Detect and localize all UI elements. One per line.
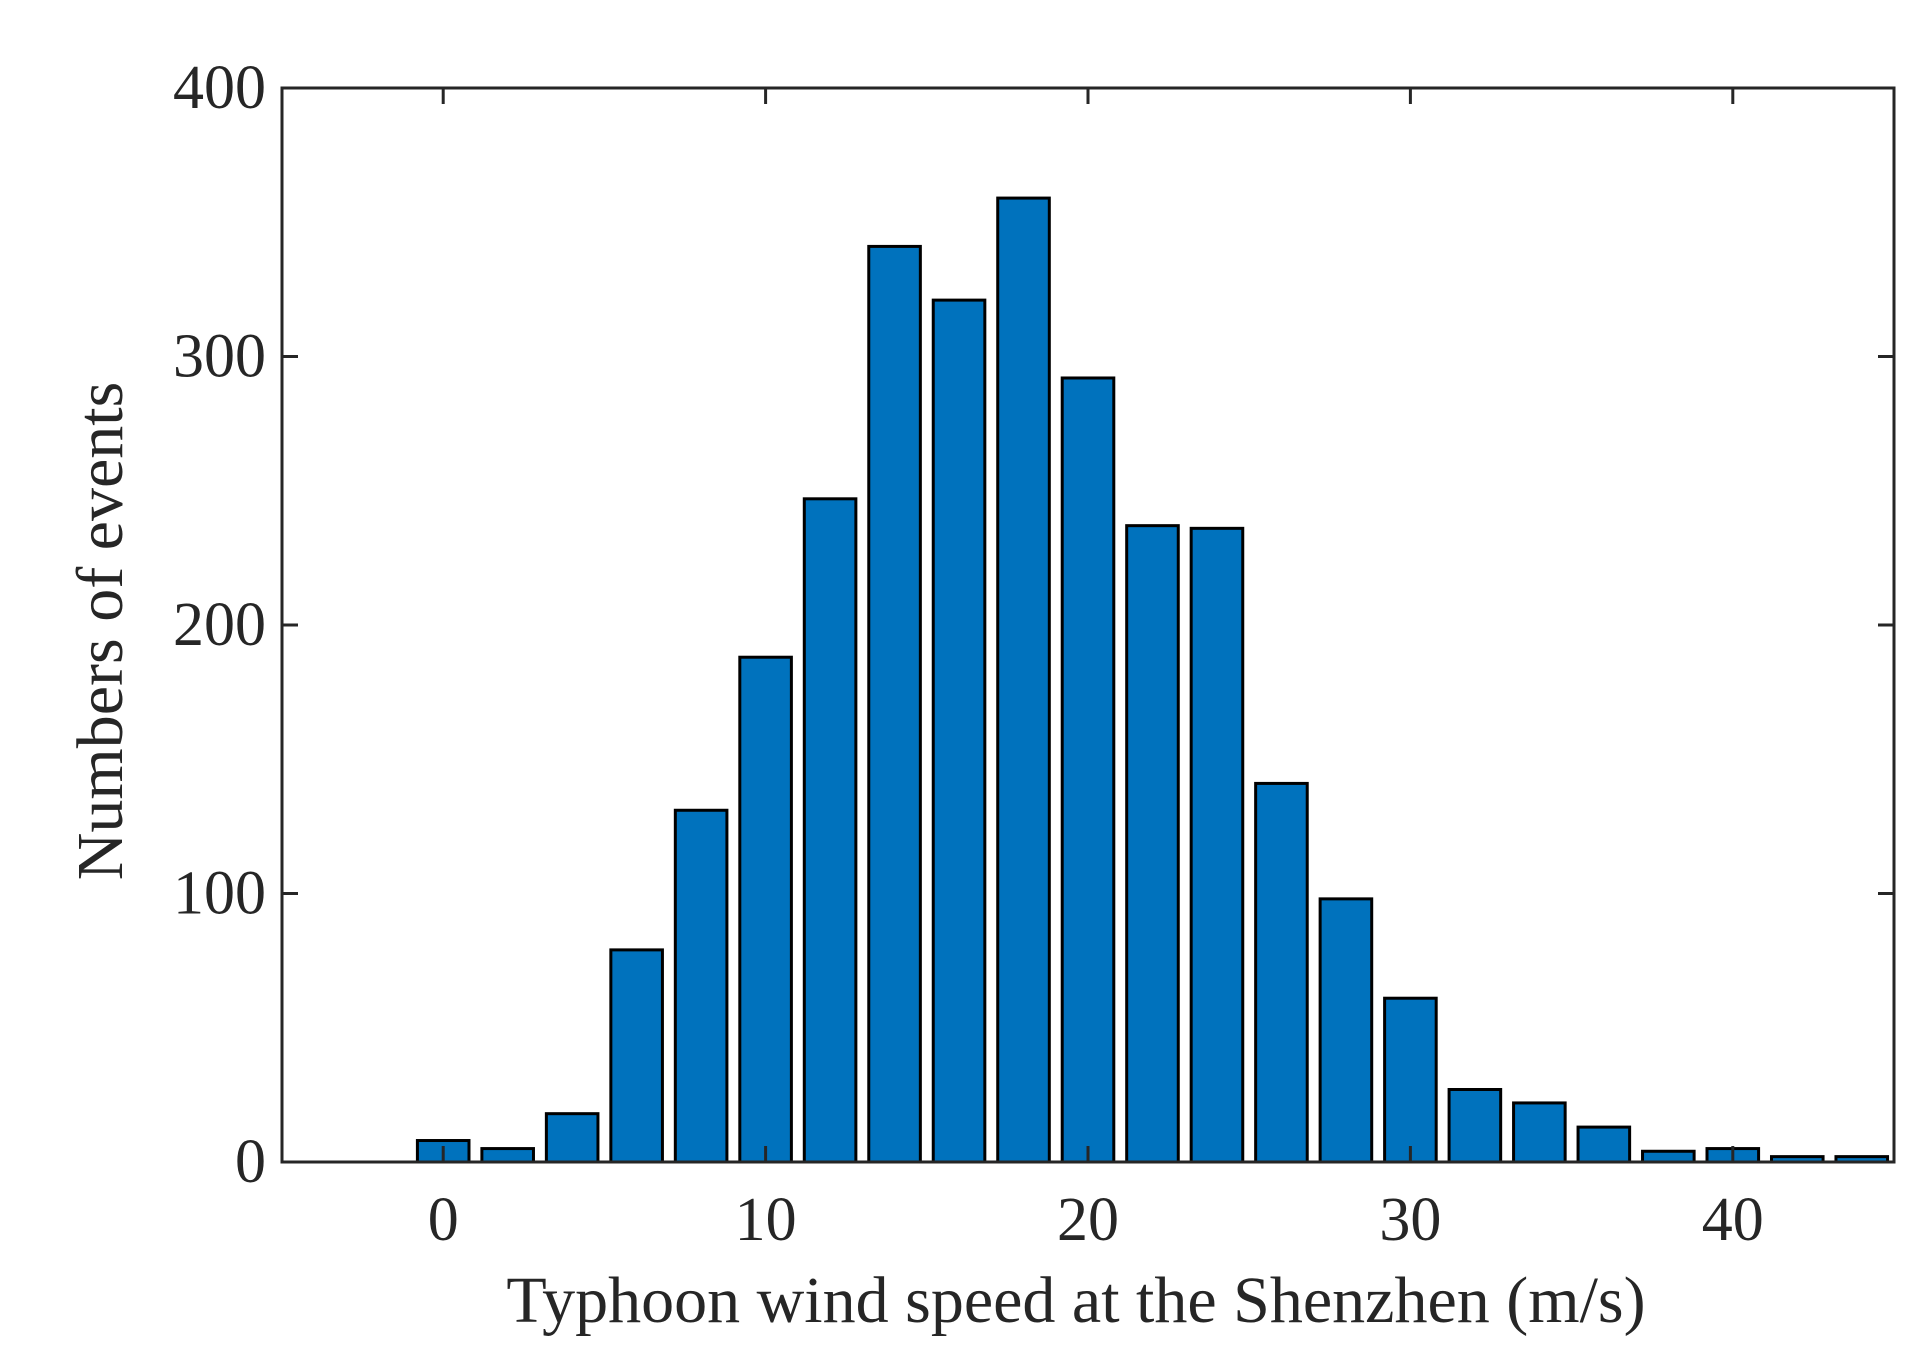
- bar-30: [1383, 996, 1438, 1164]
- bar-16: [931, 298, 987, 1164]
- bar-34: [1512, 1101, 1567, 1164]
- bar-22: [1125, 524, 1180, 1164]
- x-tick-label-10: 10: [735, 1186, 797, 1254]
- x-tick-label-20: 20: [1057, 1186, 1119, 1254]
- bar-20: [1060, 376, 1116, 1164]
- ticks-layer: [282, 86, 1894, 1164]
- y-tick-label-200: 200: [173, 591, 266, 659]
- x-tick-label-40: 40: [1702, 1186, 1764, 1254]
- bar-2: [480, 1147, 535, 1164]
- bar-38: [1641, 1149, 1696, 1164]
- bar-24: [1189, 526, 1245, 1164]
- bar-12: [802, 497, 858, 1164]
- x-axis-title: Typhoon wind speed at the Shenzhen (m/s): [506, 1264, 1645, 1337]
- bar-18: [996, 196, 1051, 1164]
- bar-10: [738, 655, 793, 1164]
- x-tick-label-0: 0: [428, 1186, 459, 1254]
- y-tick-label-0: 0: [235, 1128, 266, 1196]
- y-tick-label-400: 400: [173, 54, 266, 122]
- bar-32: [1447, 1088, 1503, 1164]
- bar-14: [867, 244, 922, 1164]
- bar-28: [1318, 897, 1374, 1164]
- bar-26: [1254, 781, 1309, 1164]
- bar-4: [544, 1112, 600, 1164]
- y-axis-title: Numbers of events: [64, 382, 137, 881]
- y-tick-label-100: 100: [173, 860, 266, 928]
- bars-layer: [415, 196, 1890, 1164]
- x-tick-label-30: 30: [1379, 1186, 1441, 1254]
- bar-8: [673, 808, 729, 1164]
- y-tick-label-300: 300: [173, 323, 266, 391]
- bar-36: [1576, 1125, 1632, 1164]
- bar-6: [609, 948, 664, 1164]
